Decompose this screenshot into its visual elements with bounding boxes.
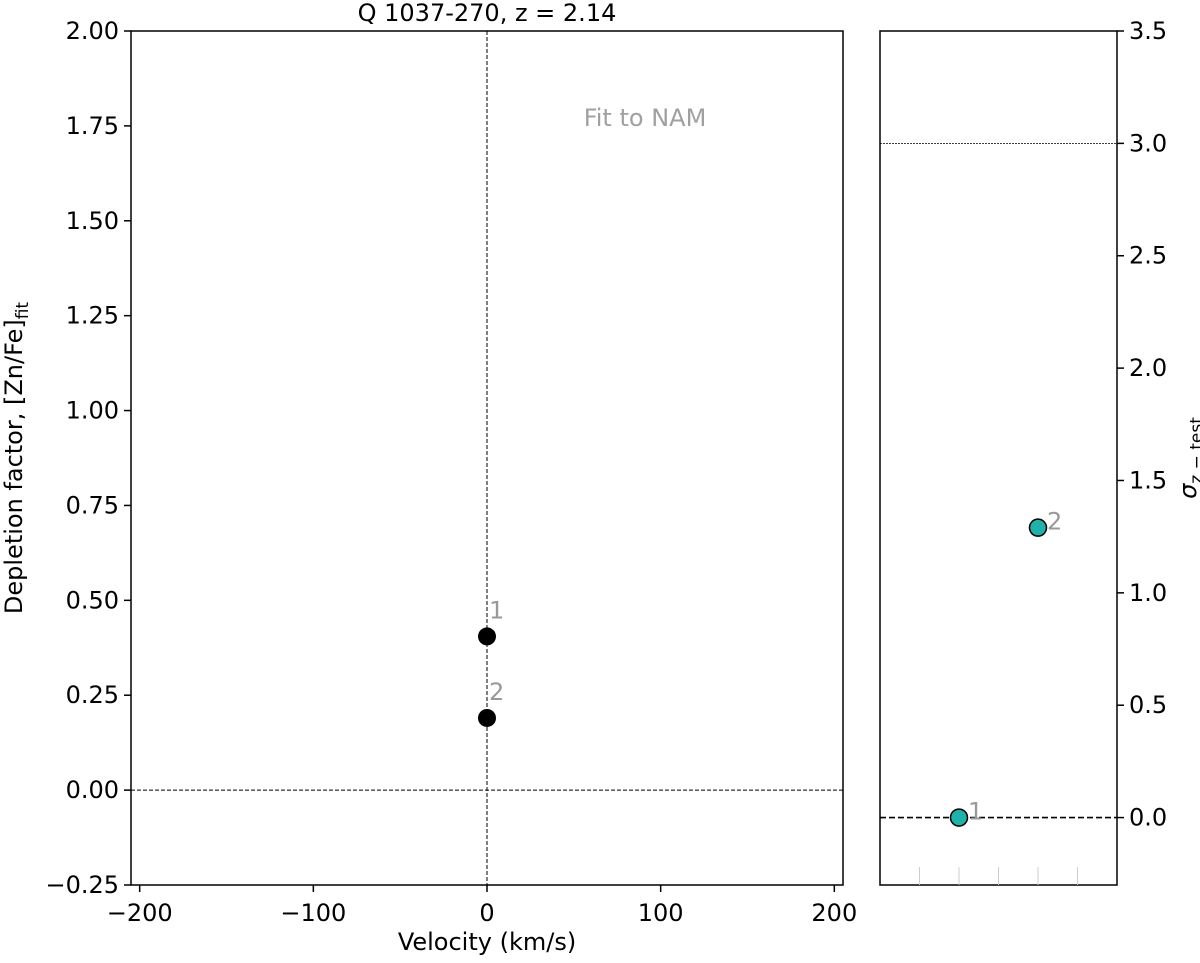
right-y-tick-label: 0.0 (1129, 804, 1167, 832)
right-y-axis-label: σz − test (1174, 417, 1200, 499)
y-tick-label: −0.25 (45, 871, 119, 899)
x-tick-label: 100 (638, 899, 684, 927)
y-tick-label: 2.00 (66, 17, 119, 45)
x-tick-label: −200 (107, 899, 173, 927)
z-test-point (1028, 518, 1048, 537)
y-tick-label: 1.75 (66, 112, 119, 140)
right-y-tick-label: 2.0 (1129, 354, 1167, 382)
right-y-tick-label: 3.5 (1129, 17, 1167, 45)
right-y-tick-label: 1.0 (1129, 579, 1167, 607)
right-y-tick-label: 0.5 (1129, 691, 1167, 719)
right-plot-frame (879, 30, 1118, 886)
y-tick-label: 0.00 (66, 776, 119, 804)
y-axis-label-main: Depletion factor, [Zn/Fe] (0, 319, 28, 614)
chart-title: Q 1037-270, z = 2.14 (358, 0, 617, 27)
x-tick-label: 0 (479, 899, 494, 927)
fit-annotation: Fit to NAM (584, 104, 707, 132)
y-tick-label: 1.50 (66, 207, 119, 235)
z-test-point-label: 1 (968, 798, 983, 826)
z-test-point-label: 2 (1047, 508, 1062, 536)
x-axis-label: Velocity (km/s) (398, 928, 576, 956)
y-tick-label: 0.75 (66, 491, 119, 519)
data-point-label: 1 (489, 596, 504, 624)
data-point (478, 627, 496, 646)
x-tick-label: −100 (280, 899, 346, 927)
right-y-axis-label-subscript: z − test (1187, 417, 1200, 484)
z-test-point (949, 808, 969, 827)
data-point-label: 2 (489, 678, 504, 706)
right-y-axis-label-main: σ (1174, 483, 1200, 499)
right-y-tick-label: 3.0 (1129, 129, 1167, 157)
right-y-tick-label: 2.5 (1129, 242, 1167, 270)
y-tick-label: 1.25 (66, 302, 119, 330)
y-axis-label-subscript: fit (13, 302, 33, 320)
x-tick-label: 200 (811, 899, 857, 927)
y-tick-label: 1.00 (66, 397, 119, 425)
right-y-tick-label: 1.5 (1129, 466, 1167, 494)
data-point (478, 708, 496, 727)
y-tick-label: 0.25 (66, 681, 119, 709)
y-axis-label: Depletion factor, [Zn/Fe]fit (0, 302, 33, 615)
y-tick-label: 0.50 (66, 586, 119, 614)
